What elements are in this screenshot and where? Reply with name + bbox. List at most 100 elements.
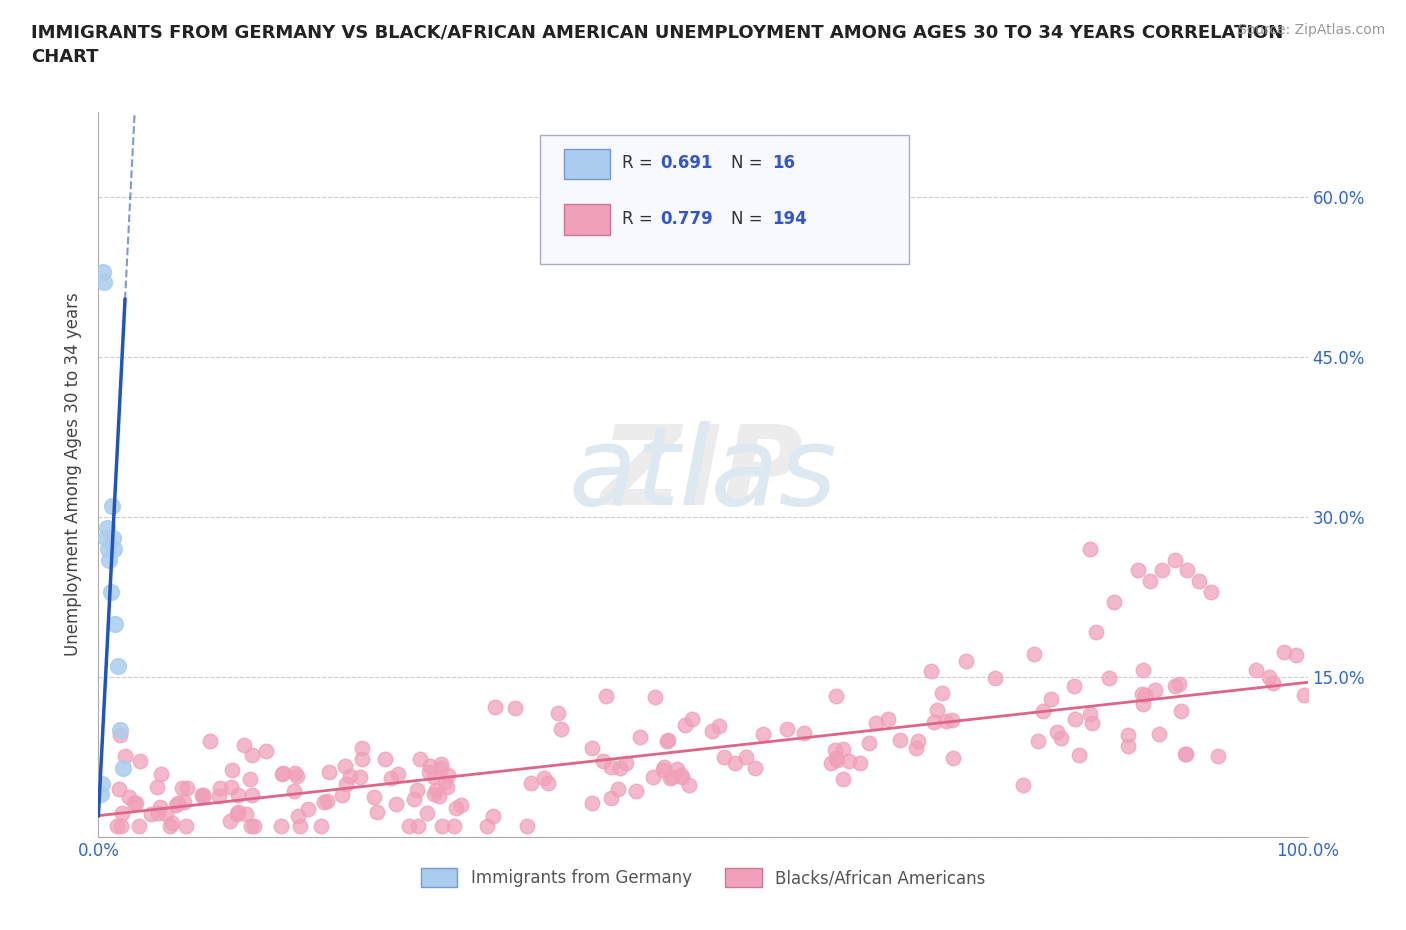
Point (333, 759, 356, 774)
Point (433, 775, 456, 790)
Point (673, 717, 696, 732)
Point (825, 752, 848, 767)
Point (288, 819, 311, 834)
Point (100, 584, 122, 599)
Point (450, 797, 472, 812)
Point (920, 664, 942, 679)
Point (165, 798, 187, 813)
Point (547, 705, 569, 720)
Point (114, 749, 136, 764)
Point (366, 804, 388, 819)
Point (285, 768, 308, 783)
Point (1163, 552, 1185, 567)
Point (600, 759, 623, 774)
Point (287, 809, 309, 824)
Point (402, 791, 425, 806)
Point (240, 747, 263, 762)
Point (1284, 648, 1306, 663)
Point (671, 769, 693, 784)
Point (1022, 647, 1045, 662)
Point (1206, 749, 1229, 764)
Point (239, 772, 262, 787)
Point (1261, 675, 1284, 690)
Point (1132, 697, 1154, 711)
Point (423, 769, 446, 784)
Point (927, 703, 949, 718)
Point (271, 765, 294, 780)
Point (235, 807, 257, 822)
Point (311, 819, 333, 834)
Point (221, 763, 243, 777)
Point (443, 819, 465, 834)
Point (335, 777, 357, 791)
Point (877, 712, 900, 727)
Point (516, 819, 538, 834)
Point (724, 756, 747, 771)
Point (657, 734, 679, 749)
Point (595, 688, 617, 703)
Point (398, 819, 420, 834)
Point (533, 771, 555, 786)
Point (865, 716, 887, 731)
Point (832, 772, 855, 787)
Point (503, 700, 526, 715)
Point (191, 790, 214, 804)
Point (1188, 574, 1211, 589)
Point (110, 727, 132, 742)
Point (666, 762, 689, 777)
Point (423, 787, 446, 802)
Point (550, 722, 572, 737)
Point (849, 755, 872, 770)
Point (1132, 662, 1154, 677)
Point (219, 814, 242, 829)
Point (793, 725, 815, 740)
Point (101, 531, 124, 546)
Text: N =: N = (731, 210, 768, 228)
Point (657, 733, 679, 748)
Point (104, 617, 127, 631)
Point (430, 761, 453, 776)
Point (1168, 676, 1191, 691)
Point (94, 531, 117, 546)
Point (889, 733, 911, 748)
Point (581, 740, 603, 755)
Point (678, 777, 700, 792)
Text: R =: R = (621, 154, 658, 172)
Point (1139, 574, 1161, 589)
Point (350, 740, 373, 755)
Point (170, 780, 193, 795)
Point (1258, 670, 1281, 684)
Point (922, 715, 945, 730)
FancyBboxPatch shape (564, 149, 610, 179)
Point (128, 819, 150, 834)
Point (374, 751, 396, 766)
Point (270, 766, 292, 781)
Point (1116, 727, 1139, 742)
Point (97, 541, 120, 556)
Point (363, 790, 385, 804)
Point (149, 799, 172, 814)
Point (681, 711, 703, 726)
Point (436, 779, 458, 794)
Point (283, 783, 305, 798)
Point (942, 751, 965, 765)
Point (825, 689, 848, 704)
Point (141, 806, 163, 821)
Point (1175, 747, 1198, 762)
Point (254, 743, 277, 758)
Point (122, 795, 145, 810)
Point (1050, 730, 1073, 745)
Point (1012, 777, 1035, 792)
Point (1199, 584, 1222, 599)
Point (339, 769, 361, 784)
Point (713, 750, 735, 764)
Point (1064, 711, 1087, 726)
Point (444, 800, 467, 815)
Point (935, 713, 957, 728)
Point (155, 806, 177, 821)
Point (240, 788, 263, 803)
Point (1272, 644, 1295, 659)
Point (905, 741, 928, 756)
Point (221, 779, 243, 794)
Text: 16: 16 (772, 154, 794, 172)
